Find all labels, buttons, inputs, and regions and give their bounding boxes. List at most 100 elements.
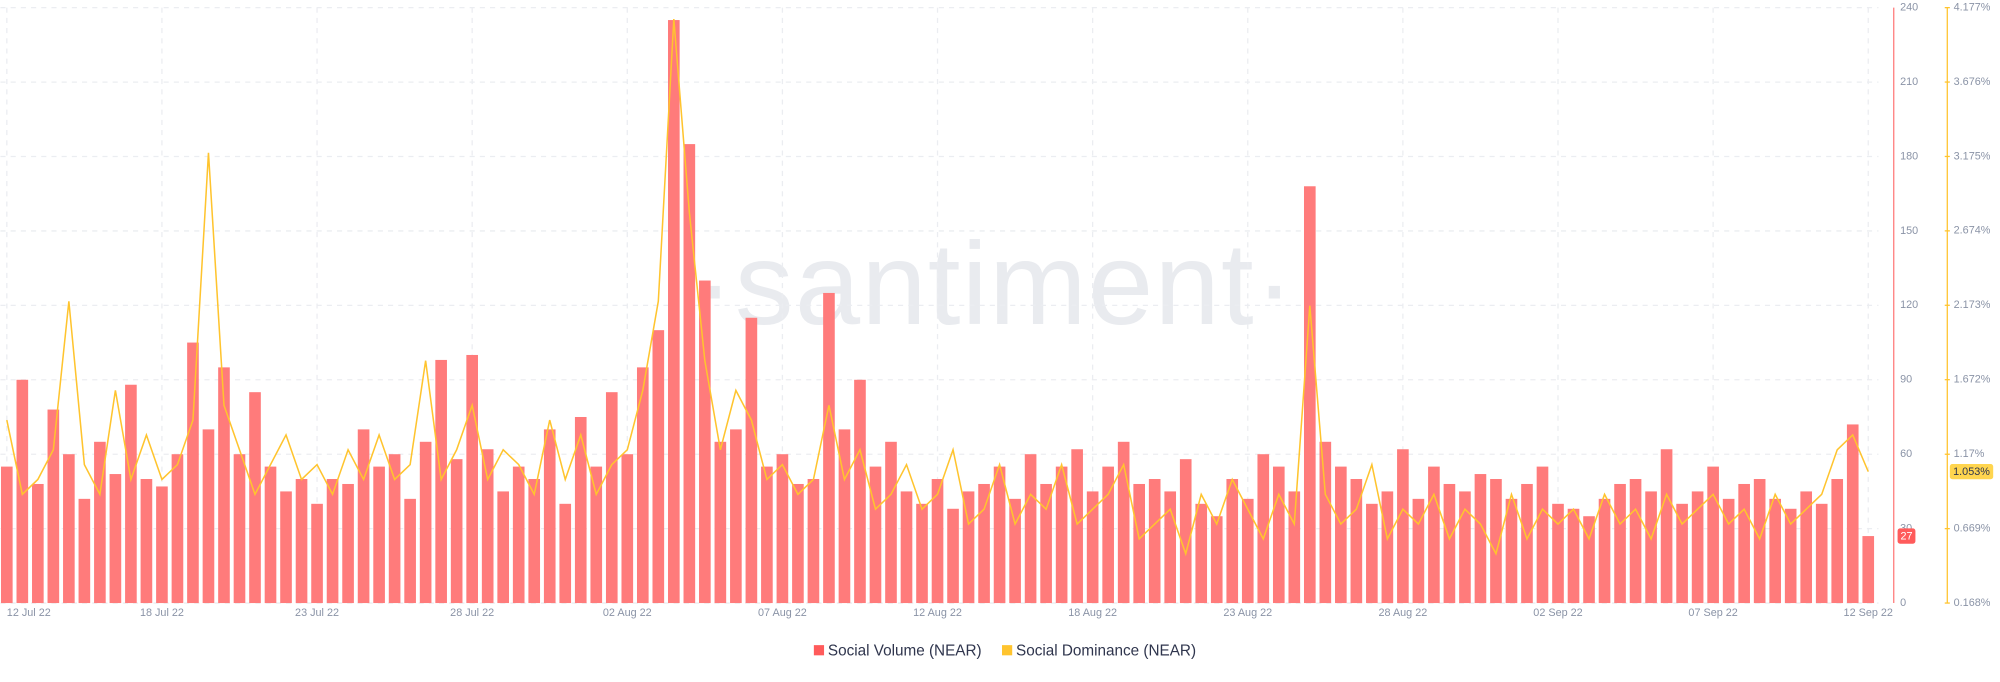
watermark: ·santiment· xyxy=(695,218,1296,349)
bar xyxy=(1335,466,1347,604)
bar xyxy=(1676,503,1688,604)
bar xyxy=(1474,474,1487,604)
bar xyxy=(962,491,975,604)
bar xyxy=(1598,498,1611,604)
x-tick-label: 02 Aug 22 xyxy=(603,607,652,619)
bar xyxy=(156,486,168,604)
y-tick-label: 60 xyxy=(1900,448,1912,460)
bar xyxy=(947,508,959,604)
bar xyxy=(1102,466,1114,604)
bar xyxy=(1862,536,1875,604)
bar xyxy=(0,466,13,604)
bar xyxy=(1552,503,1564,604)
bar xyxy=(1815,503,1828,604)
bar xyxy=(78,498,91,604)
bar xyxy=(342,483,354,604)
bar xyxy=(605,392,618,604)
x-tick-label: 18 Jul 22 xyxy=(140,607,184,619)
bar xyxy=(1753,479,1766,604)
bar xyxy=(1288,491,1301,604)
x-tick-label: 28 Jul 22 xyxy=(450,607,494,619)
bar xyxy=(202,429,215,604)
legend-label: Social Dominance (NEAR) xyxy=(1016,643,1196,660)
bar xyxy=(590,466,603,604)
x-tick-label: 18 Aug 22 xyxy=(1068,607,1117,619)
bar xyxy=(125,384,137,604)
legend-label: Social Volume (NEAR) xyxy=(828,643,982,660)
y2-tick-label: 3.676% xyxy=(1954,76,1991,88)
y-tick-label: 210 xyxy=(1900,76,1918,88)
bar xyxy=(792,483,804,604)
bar xyxy=(295,479,308,604)
bar xyxy=(1257,454,1270,604)
bar xyxy=(1769,498,1781,604)
bar xyxy=(1428,466,1440,604)
bar xyxy=(1381,491,1394,604)
y2-tick-label: 2.674% xyxy=(1954,225,1991,237)
current-badge xyxy=(1897,528,1916,544)
bar xyxy=(1846,424,1859,604)
bar xyxy=(1366,503,1378,604)
bar xyxy=(776,454,789,604)
bar xyxy=(621,454,634,604)
bar xyxy=(1272,466,1285,604)
line xyxy=(6,19,1869,557)
bar xyxy=(1490,479,1502,604)
bar xyxy=(1412,498,1425,604)
bar xyxy=(1009,498,1021,604)
y2-tick-label: 1.17% xyxy=(1954,448,1985,460)
bar xyxy=(47,409,60,604)
bar xyxy=(1738,483,1750,604)
y2-tick-label: 3.175% xyxy=(1954,150,1991,162)
bar xyxy=(187,342,199,604)
bar xyxy=(885,441,897,604)
bar xyxy=(249,392,261,604)
x-tick-label: 12 Sep 22 xyxy=(1844,607,1893,619)
current-badge xyxy=(1949,463,1994,480)
bar xyxy=(916,503,928,604)
bar xyxy=(218,367,230,604)
y-tick-label: 120 xyxy=(1900,299,1918,311)
bar xyxy=(978,483,990,604)
bar xyxy=(931,479,944,604)
bar xyxy=(388,454,401,604)
bar xyxy=(1645,491,1657,604)
bar xyxy=(280,491,292,604)
x-tick-label: 02 Sep 22 xyxy=(1533,607,1582,619)
x-tick-label: 28 Aug 22 xyxy=(1378,607,1427,619)
bar xyxy=(1117,441,1130,604)
bar xyxy=(1707,466,1719,604)
bar xyxy=(1179,459,1192,604)
current-label: 27 xyxy=(1900,531,1912,543)
bar xyxy=(1505,498,1518,604)
bar xyxy=(264,466,277,604)
bar xyxy=(1055,466,1068,604)
bar xyxy=(854,379,866,604)
bar xyxy=(543,429,556,604)
bar xyxy=(1459,491,1471,604)
bar xyxy=(1319,441,1332,604)
bar xyxy=(466,354,478,604)
bar xyxy=(63,454,75,604)
bar xyxy=(1086,491,1099,604)
bar xyxy=(1660,449,1673,604)
x-tick-label: 07 Aug 22 xyxy=(758,607,807,619)
bar xyxy=(1567,508,1580,604)
bar xyxy=(1148,479,1161,604)
y-tick-label: 0 xyxy=(1900,597,1906,609)
bar xyxy=(419,441,432,604)
bar xyxy=(699,280,711,604)
x-tick-label: 07 Sep 22 xyxy=(1688,607,1737,619)
y2-tick-label: 2.173% xyxy=(1954,299,1991,311)
bar xyxy=(900,491,913,604)
bar xyxy=(435,359,447,604)
bar xyxy=(357,429,370,604)
bar xyxy=(559,503,572,604)
bar xyxy=(404,498,416,604)
x-tick-label: 23 Aug 22 xyxy=(1223,607,1272,619)
bar xyxy=(1350,479,1363,604)
bar xyxy=(109,474,122,604)
bar xyxy=(807,479,820,604)
bar xyxy=(1210,516,1223,604)
